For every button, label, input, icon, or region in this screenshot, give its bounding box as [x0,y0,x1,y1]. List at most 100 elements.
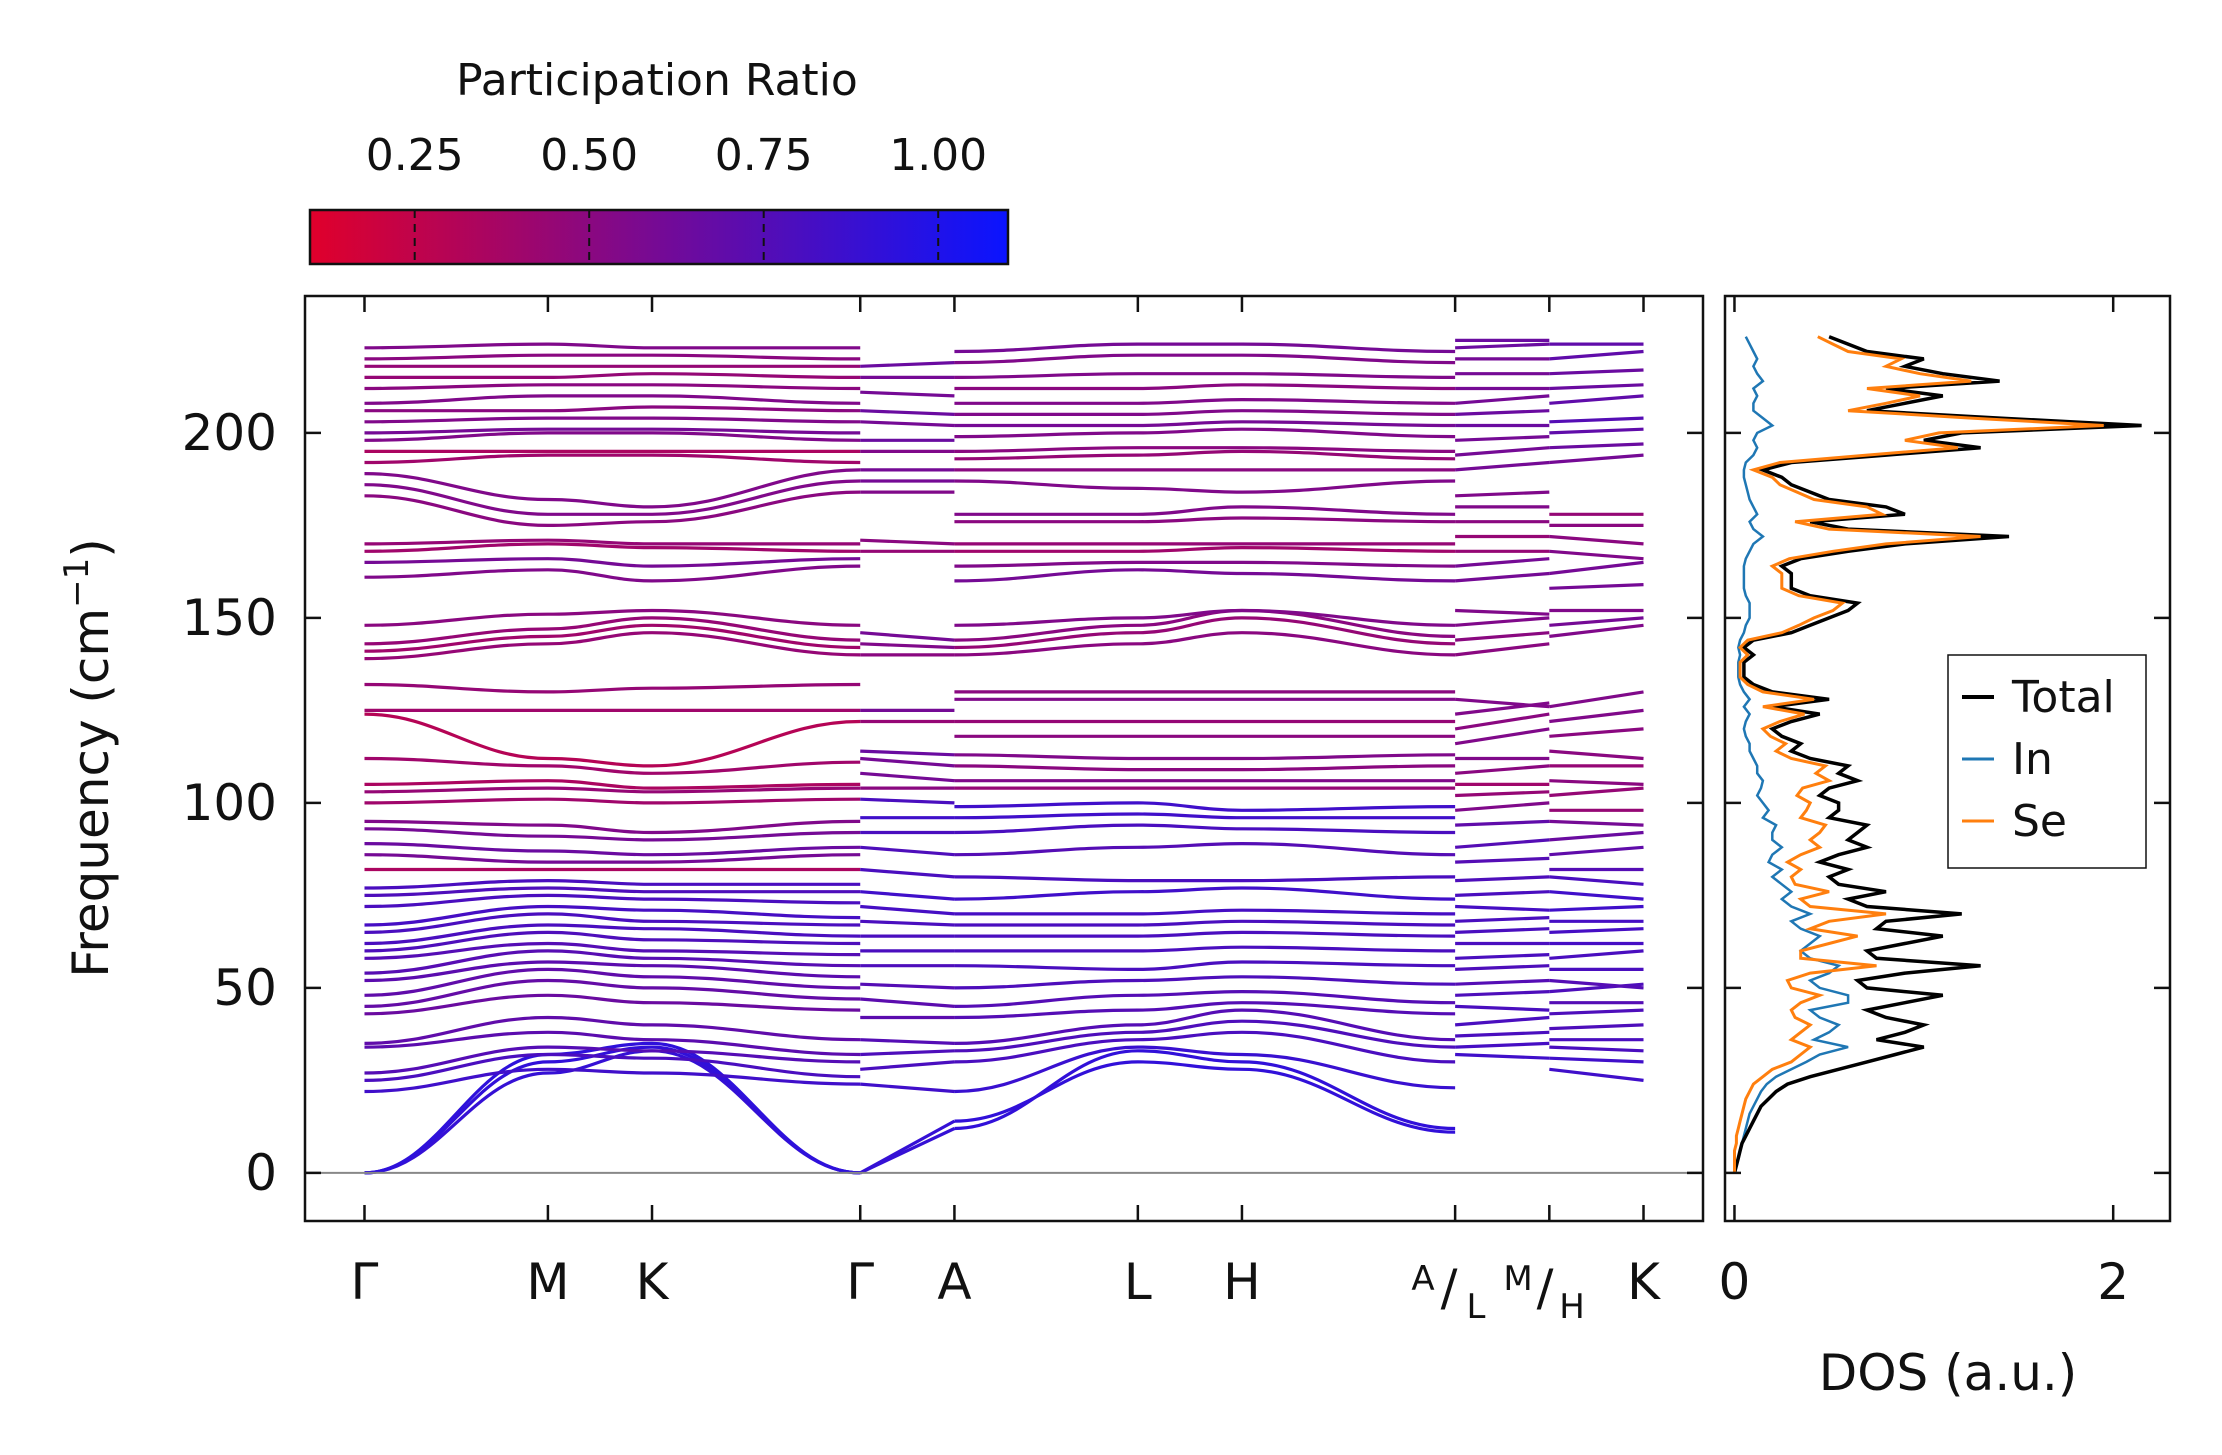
band-mode-line [364,479,861,516]
band-mode-line [954,875,1456,883]
svg-text:M: M [1503,1259,1532,1299]
kpoint-label: Γ [846,1253,874,1311]
dos-in-series [1733,336,1850,1174]
band-mode-line [364,853,861,864]
band-mode-line [1455,819,1550,827]
dos-x-tick-label: 0 [1719,1253,1751,1311]
band-mode-line [1455,1030,1550,1038]
band-mode-line [954,420,1456,428]
band-mode-line [954,631,1456,657]
dos-x-tick-label: 2 [2097,1253,2129,1311]
colorbar-tick-label: 0.25 [366,130,464,181]
band-mode-line [1455,1015,1550,1027]
band-mode-line [954,545,1456,553]
band-mode-line [364,608,861,627]
band-mode-line [860,919,955,927]
svg-text:Total: Total [2011,672,2115,723]
band-mode-line [860,867,955,879]
colorbar-tick-label: 1.00 [889,130,987,181]
band-mode-line [364,1045,861,1175]
band-mode-line [1549,927,1644,934]
band-mode-line [1454,712,1550,731]
band-mode-line [364,886,861,897]
band-mode-line [1455,978,1550,986]
colorbar-label: Participation Ratio [456,55,858,106]
band-mode-line [954,886,1456,901]
band-mode-line [1455,490,1550,498]
band-mode-line [1549,349,1644,361]
band-mode-line [364,712,861,768]
svg-text:H: H [1559,1287,1585,1327]
band-mode-line [859,1119,956,1175]
band-mode-line [1455,953,1550,960]
band-mode-line [954,568,1456,583]
colorbar-gradient [308,208,1010,266]
band-mode-line [364,978,861,1008]
band-mode-line [364,427,861,435]
band-mode-line [1455,697,1550,709]
band-mode-line [860,538,955,546]
band-mode-line [364,949,861,975]
band-mode-line [954,560,1456,568]
y-axis-label: Frequency (cm−1) [57,538,120,978]
band-mode-line [1549,786,1644,798]
band-mode-line [954,945,1456,953]
band-mode-line [860,845,955,857]
band-mode-line [954,919,1456,927]
y-tick-label: 150 [182,589,277,647]
band-mode-line [1549,749,1644,761]
band-mode-line [364,827,861,842]
band-mode-line [1455,990,1550,997]
legend-entry-total: Total [1962,672,2115,723]
band-mode-line [1454,727,1550,746]
dos-total-series [1732,335,2142,1174]
band-plot-frame [303,294,1705,1223]
band-mode-line [954,975,1456,990]
kpoint-label: H [1223,1253,1261,1311]
band-mode-line [954,342,1456,354]
band-mode-line [954,409,1456,417]
band-mode-line [1549,1008,1644,1016]
band-mode-line [954,616,1456,650]
band-mode-line [860,982,955,990]
svg-text:L: L [1467,1287,1486,1327]
colorbar-ticks: 0.25 0.50 0.75 1.00 [366,130,987,264]
band-mode-line [860,390,955,398]
band-mode-line [860,1082,955,1094]
band-mode-line [364,930,861,953]
band-mode-line [1549,368,1644,376]
band-mode-line [1455,446,1550,457]
band-mode-line [364,819,861,835]
band-mode-line [860,1049,955,1057]
band-mode-line [954,427,1456,439]
y-tick-label: 100 [182,774,277,832]
band-mode-line [954,989,1456,1008]
band-mode-line [1549,383,1644,391]
svg-text:In: In [2012,734,2053,785]
band-mode-line [860,749,955,757]
kpoint-label: K [636,1253,670,1311]
band-mode-line [364,416,861,424]
band-mode-line [1549,623,1644,638]
band-mode-line [860,409,955,416]
band-mode-line [364,912,861,934]
band-mode-line [860,997,955,1008]
band-mode-line [1549,949,1644,960]
band-mode-line [1549,890,1644,901]
colorbar: Participation Ratio 0.25 0.50 0.75 1.00 [308,55,1010,266]
band-mode-line [1455,801,1550,812]
band-mode-line [1549,779,1644,786]
band-mode-line [954,930,1456,938]
band-mode-line [954,1030,1456,1064]
band-mode-line [954,841,1456,857]
band-mode-line [1549,453,1644,465]
band-mode-line [1455,557,1550,568]
band-mode-line [954,608,1456,642]
band-mode-line [364,616,861,646]
band-mode-line [1455,916,1550,923]
band-mode-line [1455,964,1550,971]
colorbar-tick-label: 0.50 [540,130,638,181]
band-lines [364,338,1644,1175]
band-mode-line [364,967,861,997]
